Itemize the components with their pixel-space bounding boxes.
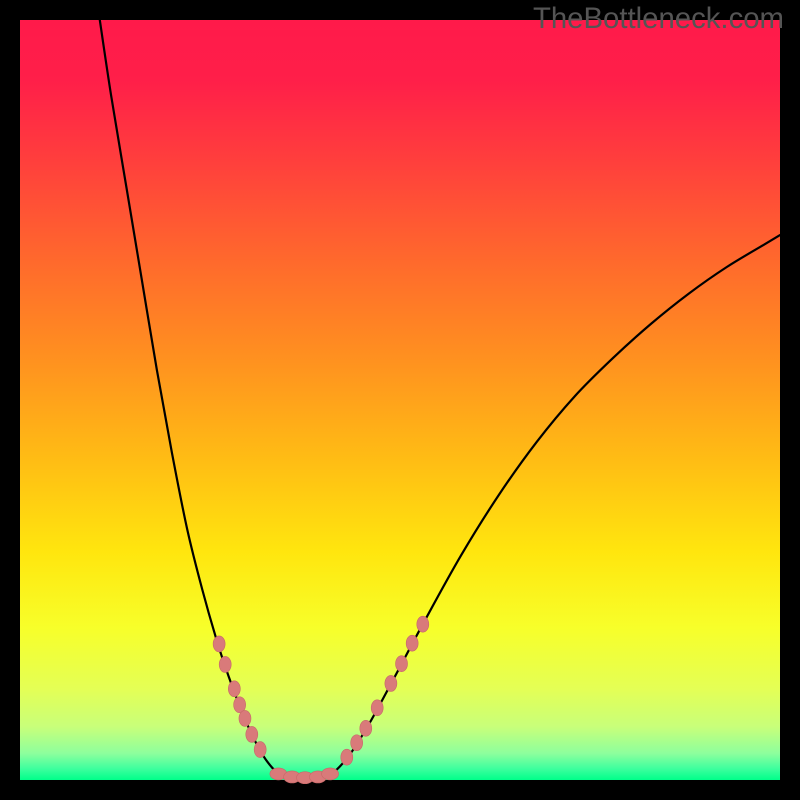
chart-container: TheBottleneck.com — [0, 0, 800, 800]
data-marker — [341, 749, 353, 765]
data-marker — [228, 681, 240, 697]
data-marker — [396, 656, 408, 672]
data-marker — [322, 768, 339, 780]
bottleneck-curve-chart — [0, 0, 800, 800]
data-marker — [371, 700, 383, 716]
data-marker — [360, 720, 372, 736]
data-marker — [417, 616, 429, 632]
data-marker — [246, 726, 258, 742]
watermark-text: TheBottleneck.com — [533, 2, 784, 36]
data-marker — [385, 675, 397, 691]
data-marker — [351, 735, 363, 751]
data-marker — [254, 742, 266, 758]
data-marker — [406, 635, 418, 651]
data-marker — [219, 656, 231, 672]
data-marker — [213, 636, 225, 652]
data-marker — [239, 710, 251, 726]
